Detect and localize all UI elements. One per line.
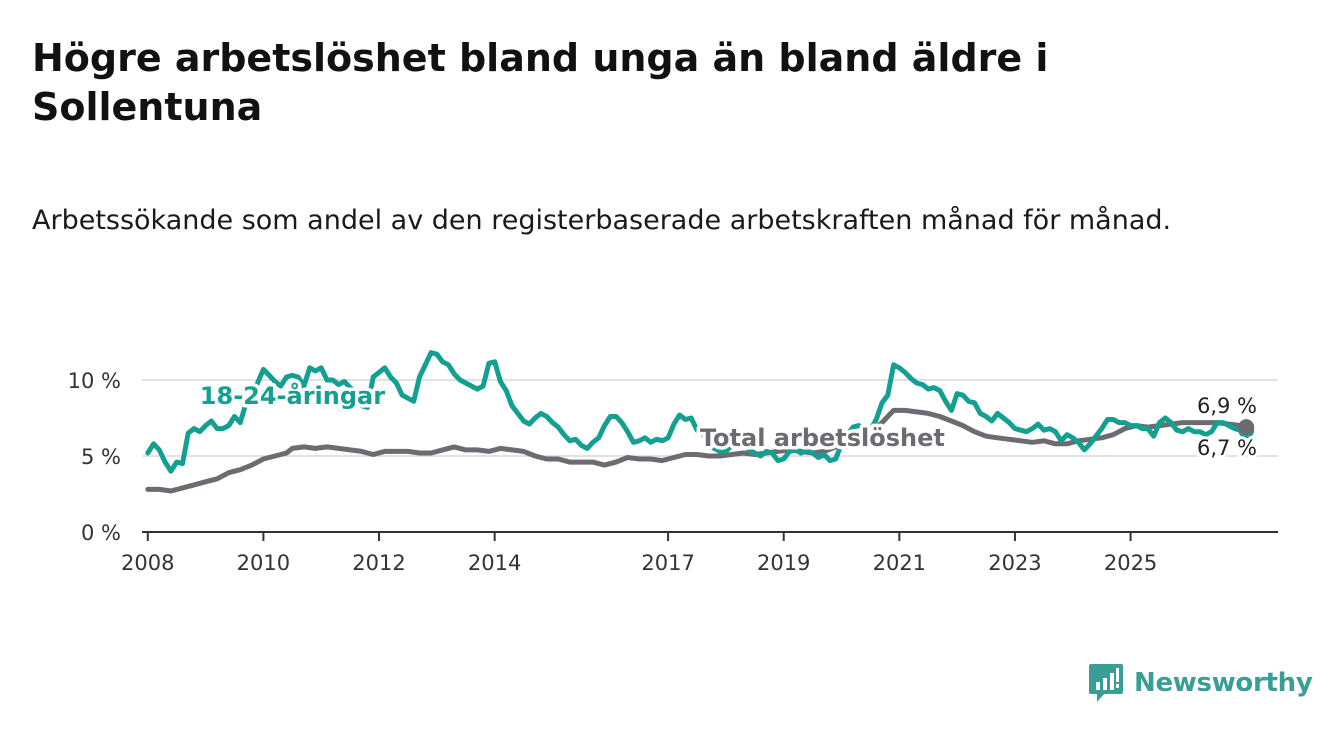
brand-name: Newsworthy [1134,668,1313,698]
series-label-youth: 18-24-åringar [200,381,385,410]
x-tick-label: 2008 [121,551,174,575]
x-tick-label: 2021 [873,551,926,575]
x-tick-label: 2025 [1104,551,1157,575]
end-marker-total [1238,419,1255,436]
y-tick-label: 5 % [81,445,121,469]
line-layer [145,350,1255,494]
brand-logo: Newsworthy [1088,662,1313,704]
axis-layer: 0 % 5 % 10 % 2008 2010 2012 2014 2017 2019 2021 20… [68,369,1278,575]
chart-bars-icon [1089,664,1123,702]
end-value-label-total: 6,9 % [1197,394,1257,418]
series-label-total: Total arbetslöshet [700,424,945,452]
label-layer: 18-24-åringar Total arbetslöshet 6,9 % 6,7 … [196,378,1260,463]
y-tick-label: 0 % [81,521,121,545]
end-value-label-youth: 6,7 % [1197,436,1257,460]
x-tick-label: 2014 [468,551,521,575]
x-tick-label: 2019 [757,551,810,575]
series-line-youth [145,350,1249,474]
series-line-total [145,407,1249,494]
x-tick-label: 2012 [352,551,405,575]
chart-subtitle: Arbetssökande som andel av den registerb… [32,205,1172,236]
x-tick-label: 2017 [641,551,694,575]
chart-title: Högre arbetslöshet bland unga än bland ä… [32,36,1049,129]
x-tick-label: 2023 [988,551,1041,575]
x-tick-label: 2010 [237,551,290,575]
y-tick-label: 10 % [68,369,121,393]
